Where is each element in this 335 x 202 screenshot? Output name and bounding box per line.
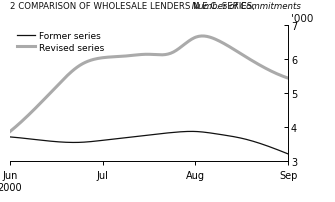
Text: Number of Commitments: Number of Commitments — [189, 2, 301, 11]
Former series — [25, 138, 29, 140]
Former series — [273, 148, 277, 150]
Legend: Former series, Revised series: Former series, Revised series — [17, 32, 104, 52]
Former series — [82, 141, 86, 144]
Text: '000: '000 — [291, 14, 314, 24]
Revised series — [8, 131, 12, 133]
Text: 2 COMPARISON OF WHOLESALE LENDERS N.E.C. SERIES,: 2 COMPARISON OF WHOLESALE LENDERS N.E.C.… — [10, 2, 255, 11]
Former series — [286, 153, 290, 155]
Former series — [190, 130, 194, 133]
Line: Former series: Former series — [10, 132, 288, 154]
Former series — [60, 141, 64, 144]
Revised series — [19, 121, 23, 123]
Former series — [8, 136, 12, 138]
Revised series — [25, 116, 29, 118]
Former series — [19, 137, 23, 140]
Revised series — [201, 36, 205, 38]
Revised series — [286, 78, 290, 80]
Former series — [264, 144, 268, 147]
Revised series — [273, 73, 277, 75]
Revised series — [60, 80, 64, 83]
Line: Revised series: Revised series — [10, 37, 288, 132]
Revised series — [264, 68, 268, 70]
Revised series — [82, 62, 86, 65]
